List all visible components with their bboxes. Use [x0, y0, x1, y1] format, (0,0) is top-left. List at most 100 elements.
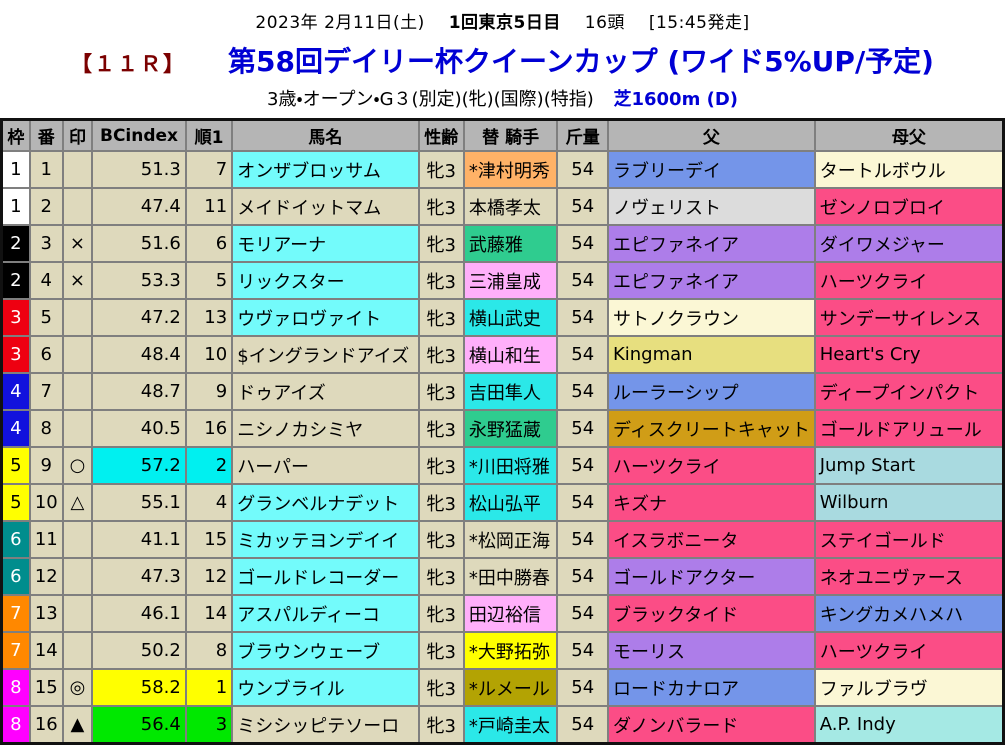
- sex-age-cell: 牝3: [417, 631, 465, 670]
- jockey-cell: *ルメール: [462, 668, 559, 707]
- waku-cell: 4: [0, 409, 31, 448]
- horse-name-cell[interactable]: リックスター: [231, 261, 420, 300]
- bcindex-cell: 47.2: [91, 298, 187, 337]
- entry-row: 5 9 ○ 57.2 2 ハーパー 牝3 *川田将雅 54 ハーツクライ Jump Start: [0, 446, 1005, 485]
- horse-number-cell: 7: [28, 372, 64, 411]
- weight-cell: 54: [556, 261, 609, 300]
- bcindex-cell: 57.2: [91, 446, 187, 485]
- bcindex-cell: 55.1: [91, 483, 187, 522]
- horse-name-cell[interactable]: ウンブライル: [231, 668, 420, 707]
- entries-table: 枠番印 BCindex 順1 馬名 性齢替 騎手 斤量父母父 1 1 51.3 7 オンザブロッサ…: [0, 118, 1005, 745]
- horse-name-cell[interactable]: メイドイットマム: [231, 187, 420, 226]
- entry-row: 7 13 46.1 14 アスパルディーコ 牝3 田辺裕信 54 ブラックタイド キングカメハメハ: [0, 594, 1005, 633]
- rank1-cell: 10: [184, 335, 234, 374]
- race-course: 芝1600m (D): [613, 89, 738, 110]
- sex-age-cell: 牝3: [417, 520, 465, 559]
- jockey-cell: *戸崎圭太: [462, 705, 559, 745]
- mark-cell: [61, 150, 94, 189]
- horse-name-cell[interactable]: ウヴァロヴァイト: [231, 298, 420, 337]
- sex-age-cell: 牝3: [417, 224, 465, 263]
- horse-name-cell[interactable]: グランベルナデット: [231, 483, 420, 522]
- column-waku: 枠: [0, 118, 31, 152]
- horse-number-cell: 8: [28, 409, 64, 448]
- horse-name-cell[interactable]: オンザブロッサム: [231, 150, 420, 189]
- sire-cell: ダノンバラード: [606, 705, 816, 745]
- waku-cell: 1: [0, 150, 31, 189]
- entry-row: 1 2 47.4 11 メイドイットマム 牝3 本橋孝太 54 ノヴェリスト ゼンノロブロイ: [0, 187, 1005, 226]
- waku-cell: 6: [0, 520, 31, 559]
- sex-age-cell: 牝3: [417, 298, 465, 337]
- horse-name-cell[interactable]: ハーパー: [231, 446, 420, 485]
- sire-cell: モーリス: [606, 631, 816, 670]
- weight-cell: 54: [556, 705, 609, 745]
- horse-name-cell[interactable]: ドゥアイズ: [231, 372, 420, 411]
- column-sire: 父: [606, 118, 816, 152]
- horse-name-cell[interactable]: ミカッテヨンデイイ: [231, 520, 420, 559]
- rank1-cell: 16: [184, 409, 234, 448]
- column-damsire: 母父: [813, 118, 1005, 152]
- damsire-cell: サンデーサイレンス: [813, 298, 1005, 337]
- weight-cell: 54: [556, 446, 609, 485]
- race-number: 【１１Ｒ】: [71, 52, 187, 76]
- mark-cell: ○: [61, 446, 94, 485]
- horse-number-cell: 12: [28, 557, 64, 596]
- rank1-cell: 8: [184, 631, 234, 670]
- sire-cell: サトノクラウン: [606, 298, 816, 337]
- damsire-cell: ダイワメジャー: [813, 224, 1005, 263]
- horse-name-cell[interactable]: ミシシッピテソーロ: [231, 705, 420, 745]
- weight-cell: 54: [556, 483, 609, 522]
- sex-age-cell: 牝3: [417, 409, 465, 448]
- column-jockey: 替 騎手: [462, 118, 559, 152]
- entry-row: 2 3 × 51.6 6 モリアーナ 牝3 武藤雅 54 エピファネイア ダイワメジャー: [0, 224, 1005, 263]
- horse-name-cell[interactable]: アスパルディーコ: [231, 594, 420, 633]
- mark-cell: ▲: [61, 705, 94, 745]
- sire-cell: ノヴェリスト: [606, 187, 816, 226]
- horse-name-cell[interactable]: ニシノカシミヤ: [231, 409, 420, 448]
- rank1-cell: 15: [184, 520, 234, 559]
- sex-age-cell: 牝3: [417, 150, 465, 189]
- horse-number-cell: 11: [28, 520, 64, 559]
- mark-cell: ◎: [61, 668, 94, 707]
- horse-name-cell[interactable]: ブラウンウェーブ: [231, 631, 420, 670]
- bcindex-cell: 51.3: [91, 150, 187, 189]
- weight-cell: 54: [556, 520, 609, 559]
- weight-cell: 54: [556, 409, 609, 448]
- horse-name-cell[interactable]: $イングランドアイズ: [231, 335, 420, 374]
- column-horse-name: 馬名: [231, 118, 420, 152]
- meeting-day: 1回東京5日目: [448, 13, 561, 33]
- bcindex-cell: 53.3: [91, 261, 187, 300]
- rank1-cell: 13: [184, 298, 234, 337]
- sex-age-cell: 牝3: [417, 483, 465, 522]
- start-time: [15:45発走]: [648, 13, 750, 33]
- jockey-cell: 松山弘平: [462, 483, 559, 522]
- bcindex-cell: 48.4: [91, 335, 187, 374]
- bcindex-cell: 41.1: [91, 520, 187, 559]
- damsire-cell: Jump Start: [813, 446, 1005, 485]
- waku-cell: 1: [0, 187, 31, 226]
- entry-row: 4 8 40.5 16 ニシノカシミヤ 牝3 永野猛蔵 54 ディスクリートキャット ゴールドアリ…: [0, 409, 1005, 448]
- horse-name-cell[interactable]: ゴールドレコーダー: [231, 557, 420, 596]
- entry-row: 8 16 ▲ 56.4 3 ミシシッピテソーロ 牝3 *戸崎圭太 54 ダノンバラード A.P. I…: [0, 705, 1005, 745]
- sex-age-cell: 牝3: [417, 557, 465, 596]
- horse-name-cell[interactable]: モリアーナ: [231, 224, 420, 263]
- jockey-cell: 本橋孝太: [462, 187, 559, 226]
- waku-cell: 8: [0, 668, 31, 707]
- jockey-cell: *川田将雅: [462, 446, 559, 485]
- weight-cell: 54: [556, 298, 609, 337]
- sex-age-cell: 牝3: [417, 335, 465, 374]
- rank1-cell: 5: [184, 261, 234, 300]
- entry-row: 7 14 50.2 8 ブラウンウェーブ 牝3 *大野拓弥 54 モーリス ハーツクライ: [0, 631, 1005, 670]
- horse-number-cell: 10: [28, 483, 64, 522]
- race-date-line: 2023年 2月11日(土) 1回東京5日目 16頭 [15:45発走]: [0, 8, 1005, 33]
- weight-cell: 54: [556, 150, 609, 189]
- mark-cell: △: [61, 483, 94, 522]
- horse-number-cell: 6: [28, 335, 64, 374]
- horse-number-cell: 9: [28, 446, 64, 485]
- bcindex-cell: 48.7: [91, 372, 187, 411]
- bcindex-cell: 46.1: [91, 594, 187, 633]
- entry-row: 2 4 × 53.3 5 リックスター 牝3 三浦皇成 54 エピファネイア ハーツクライ: [0, 261, 1005, 300]
- sex-age-cell: 牝3: [417, 187, 465, 226]
- jockey-cell: 永野猛蔵: [462, 409, 559, 448]
- race-header: 2023年 2月11日(土) 1回東京5日目 16頭 [15:45発走] 【１１…: [0, 0, 1005, 111]
- damsire-cell: Heart's Cry: [813, 335, 1005, 374]
